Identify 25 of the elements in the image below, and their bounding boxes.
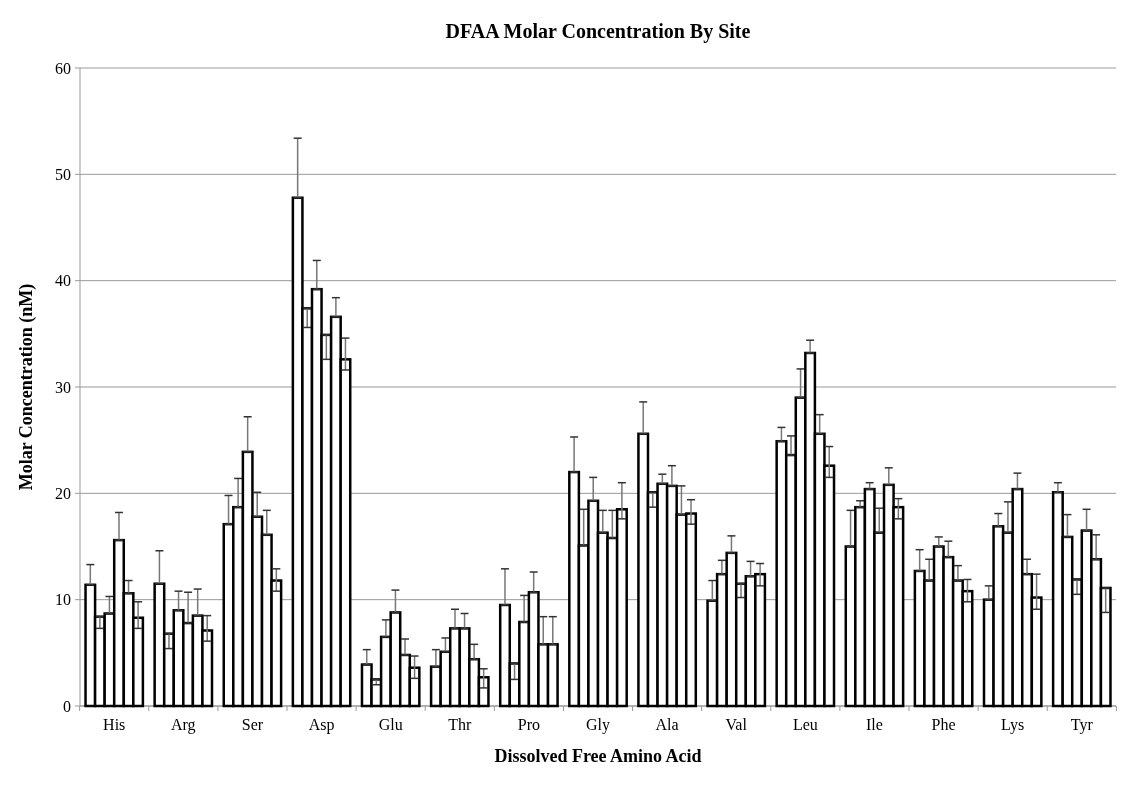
chart-title: DFAA Molar Concentration By Site (445, 20, 751, 43)
x-axis-title: Dissolved Free Amino Acid (494, 746, 702, 766)
x-tick-label: Lys (1001, 716, 1025, 734)
y-tick-label: 20 (55, 484, 71, 502)
x-tick-label: His (103, 716, 126, 733)
x-tick-label: Ser (241, 716, 264, 733)
y-axis-title: Molar Concentration (nM) (16, 283, 37, 491)
x-tick-label: Asp (308, 716, 335, 734)
x-tick-label: Phe (931, 716, 956, 733)
x-tick-label: Thr (448, 716, 472, 733)
x-tick-label: Ile (866, 716, 883, 733)
x-tick-label: Val (725, 716, 748, 733)
x-tick-label: Ala (655, 716, 679, 733)
y-tick-label: 60 (55, 59, 71, 77)
y-tick-label: 30 (55, 378, 71, 396)
y-tick-label: 40 (55, 272, 71, 290)
x-tick-label: Pro (517, 716, 540, 733)
x-tick-label: Glu (378, 716, 403, 733)
x-tick-label: Leu (792, 716, 818, 733)
y-tick-label: 10 (55, 591, 71, 609)
y-tick-label: 50 (55, 165, 71, 183)
x-tick-label: Arg (171, 716, 196, 734)
x-tick-label: Tyr (1070, 716, 1094, 734)
x-tick-label: Gly (586, 716, 610, 734)
y-tick-label: 0 (63, 697, 71, 715)
